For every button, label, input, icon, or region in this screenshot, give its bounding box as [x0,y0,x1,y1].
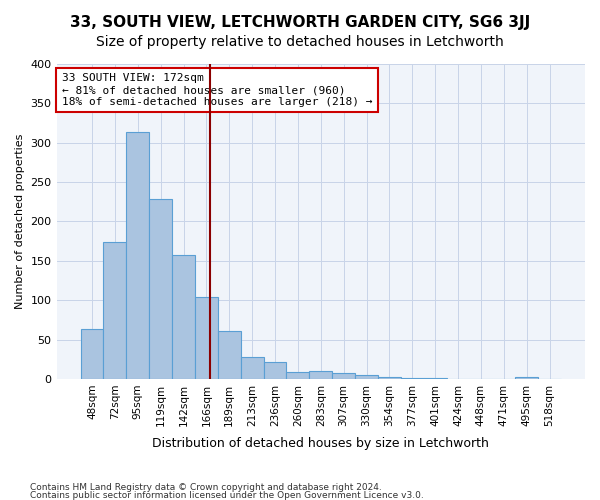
Bar [310,371,332,379]
Bar [378,378,401,379]
Bar [424,378,446,379]
X-axis label: Distribution of detached houses by size in Letchworth: Distribution of detached houses by size … [152,437,489,450]
Bar [286,372,310,379]
Text: 33 SOUTH VIEW: 172sqm
← 81% of detached houses are smaller (960)
18% of semi-det: 33 SOUTH VIEW: 172sqm ← 81% of detached … [62,74,373,106]
Text: Size of property relative to detached houses in Letchworth: Size of property relative to detached ho… [96,35,504,49]
Bar [103,242,127,379]
Bar [355,375,378,379]
Bar [515,376,538,379]
Text: Contains HM Land Registry data © Crown copyright and database right 2024.: Contains HM Land Registry data © Crown c… [30,483,382,492]
Bar [172,254,195,379]
Bar [401,378,424,379]
Bar [218,331,241,379]
Y-axis label: Number of detached properties: Number of detached properties [15,134,25,309]
Bar [263,362,286,379]
Bar [149,198,172,379]
Bar [127,132,149,379]
Bar [241,357,263,379]
Bar [332,374,355,379]
Text: Contains public sector information licensed under the Open Government Licence v3: Contains public sector information licen… [30,490,424,500]
Text: 33, SOUTH VIEW, LETCHWORTH GARDEN CITY, SG6 3JJ: 33, SOUTH VIEW, LETCHWORTH GARDEN CITY, … [70,15,530,30]
Bar [195,297,218,379]
Bar [80,330,103,379]
